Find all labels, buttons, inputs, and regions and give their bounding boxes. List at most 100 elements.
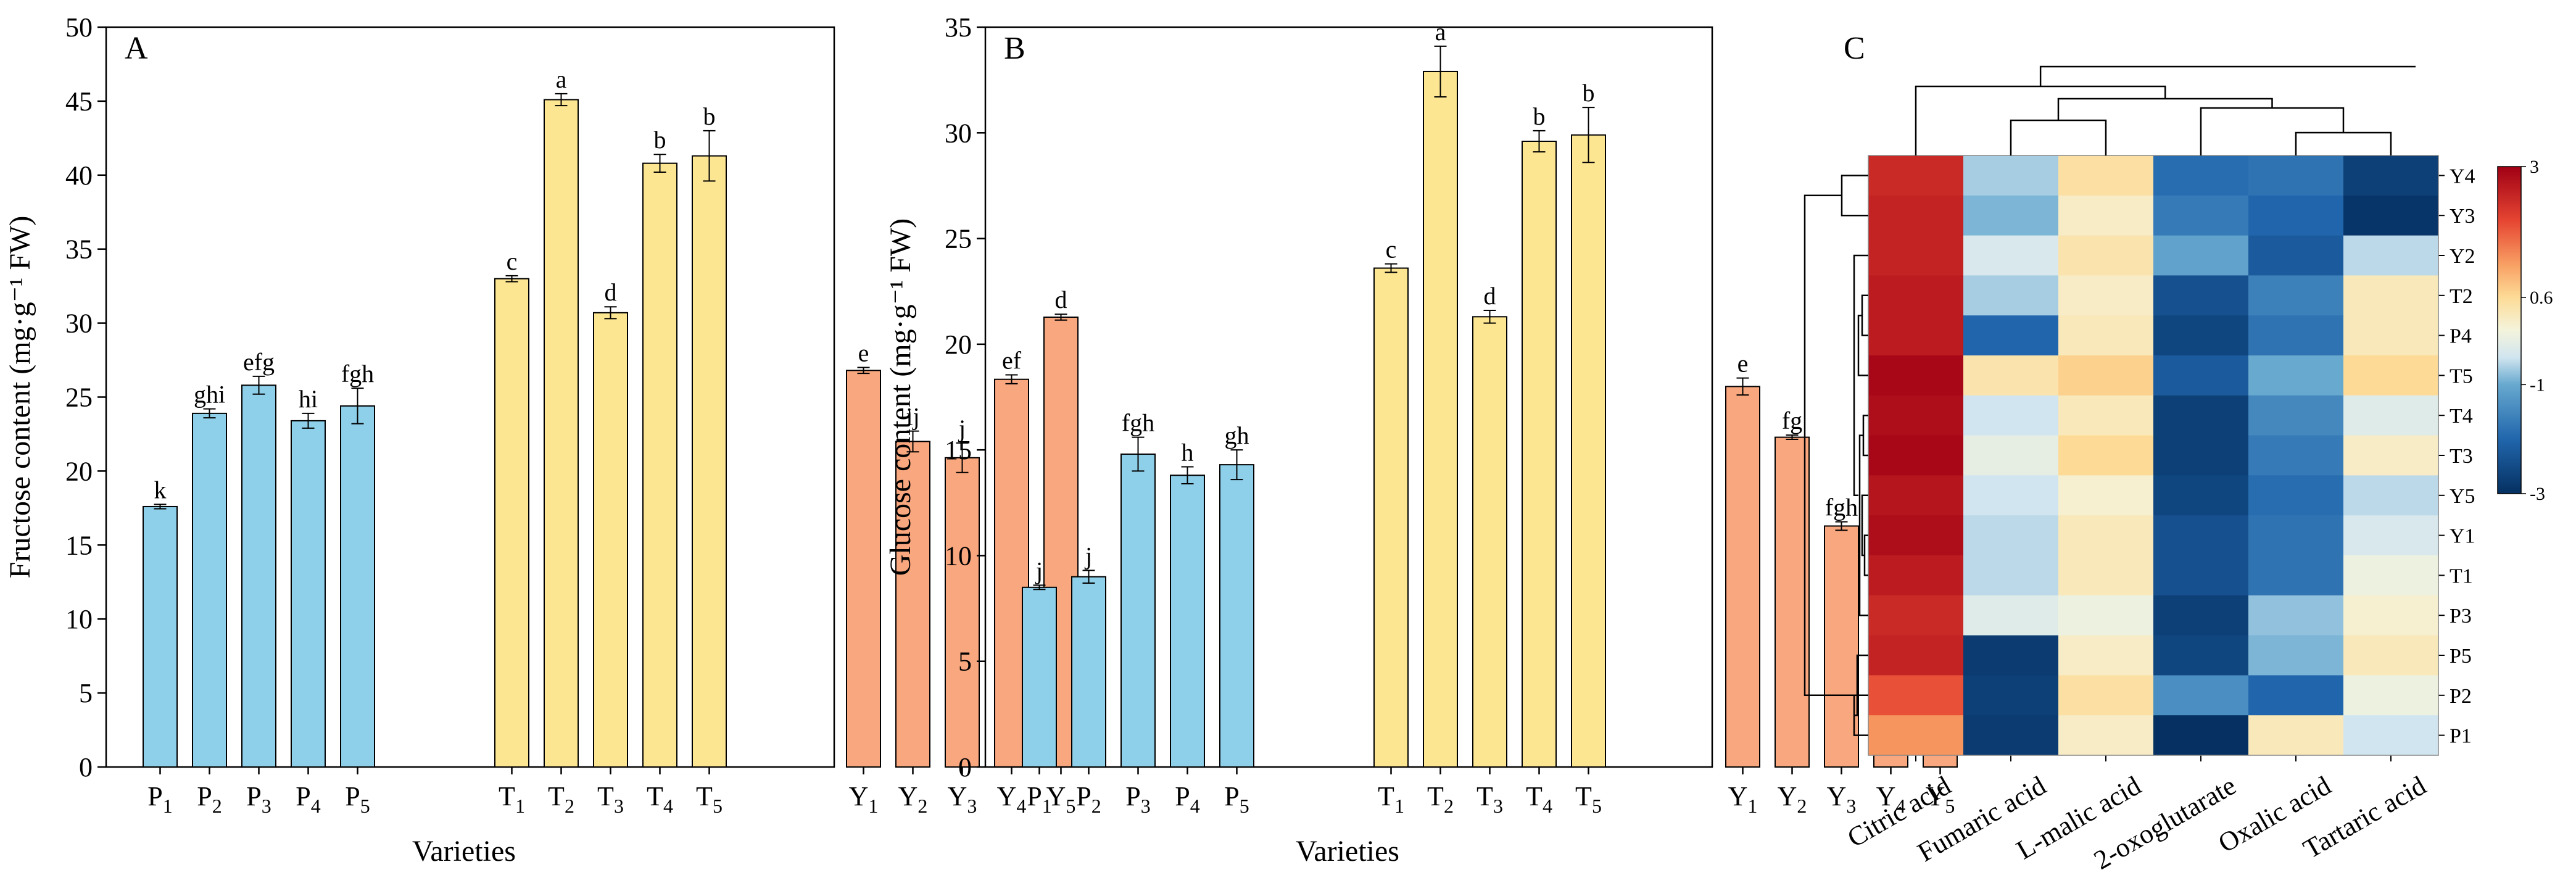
x-tick-label-base: T xyxy=(1427,781,1444,811)
heatmap-cell xyxy=(1868,675,1964,716)
heatmap-cell xyxy=(1963,675,2059,716)
heatmap-cell xyxy=(2343,395,2439,436)
significance-label: ij xyxy=(906,403,919,431)
x-tick-label: Y1 xyxy=(1728,781,1758,817)
x-tick-label-sub: 4 xyxy=(663,795,673,817)
x-tick-label-base: T xyxy=(647,781,663,811)
heatmap-cell xyxy=(1963,195,2059,236)
bar xyxy=(1571,134,1606,768)
heatmap-cell xyxy=(1868,235,1964,276)
heatmap-cell xyxy=(1963,715,2059,756)
heatmap-cell xyxy=(1963,435,2059,476)
heatmap-cell xyxy=(2248,155,2344,196)
bar xyxy=(241,384,276,768)
heatmap-cell xyxy=(1963,515,2059,556)
y-tick-label: 15 xyxy=(65,530,93,560)
x-tick-label-base: Y xyxy=(997,781,1017,811)
heatmap-cell xyxy=(2058,435,2154,476)
y-tick-label: 50 xyxy=(65,12,93,43)
x-tick-label-base: T xyxy=(597,781,614,811)
x-tick-label: T3 xyxy=(1476,781,1503,817)
heatmap-cell xyxy=(2058,155,2154,196)
colorbar xyxy=(2497,166,2522,494)
significance-label: d xyxy=(1055,286,1067,313)
y-tick-label: 10 xyxy=(945,541,972,571)
x-tick-label: Y2 xyxy=(898,781,928,817)
heatmap-cell xyxy=(1868,275,1964,316)
x-tick-label: T1 xyxy=(1378,781,1404,817)
bar xyxy=(1472,316,1507,768)
x-tick-label-sub: 3 xyxy=(1141,795,1151,817)
y-tick-label: 25 xyxy=(945,224,972,254)
bar xyxy=(1775,436,1810,768)
x-tick-label: T1 xyxy=(499,781,525,817)
x-tick-label-sub: 1 xyxy=(868,795,878,817)
row-dendrogram-branch xyxy=(1858,434,1868,616)
x-tick-label-sub: 5 xyxy=(1066,795,1075,817)
row-label: T3 xyxy=(2450,445,2473,468)
significance-label: efg xyxy=(243,348,275,376)
heatmap-cell xyxy=(2248,515,2344,556)
heatmap-cell xyxy=(2153,155,2249,196)
heatmap-cell xyxy=(2058,395,2154,436)
bar xyxy=(544,99,579,768)
heatmap-cell xyxy=(2153,275,2249,316)
row-dendrogram-branch xyxy=(1857,314,1868,376)
bar xyxy=(494,278,529,768)
significance-label: c xyxy=(507,247,518,275)
heatmap-cell xyxy=(1868,475,1964,516)
heatmap-cell xyxy=(2058,675,2154,716)
x-tick-label: P4 xyxy=(1175,781,1199,817)
significance-label: fgh xyxy=(1825,494,1858,521)
x-tick-label-base: P xyxy=(1125,781,1140,811)
x-tick-label-sub: 1 xyxy=(515,795,525,817)
heatmap-cell xyxy=(1963,155,2059,196)
bar xyxy=(846,370,881,768)
heatmap-cell xyxy=(1868,555,1964,596)
heatmap-cell xyxy=(2248,315,2344,356)
heatmap-cell xyxy=(1868,315,1964,356)
heatmap-cell xyxy=(2248,675,2344,716)
heatmap-cell xyxy=(2058,555,2154,596)
heatmap-cell xyxy=(2343,475,2439,516)
bar xyxy=(1423,70,1458,768)
heatmap-cell xyxy=(2343,635,2439,676)
significance-label: j xyxy=(1035,557,1043,584)
bar xyxy=(143,505,178,768)
x-tick-label-base: T xyxy=(696,781,713,811)
heatmap-cell xyxy=(2058,635,2154,676)
heatmap-cell xyxy=(2153,355,2249,396)
x-tick-label-sub: 5 xyxy=(360,795,370,817)
x-tick-label: T5 xyxy=(696,781,723,817)
bar xyxy=(1219,464,1254,768)
heatmap-cell xyxy=(2153,675,2249,716)
x-tick-label-sub: 2 xyxy=(1091,795,1101,817)
significance-label: k xyxy=(154,476,167,504)
heatmap-cell xyxy=(1963,355,2059,396)
heatmap-cell xyxy=(2153,195,2249,236)
row-dendrogram-branch xyxy=(1841,175,1868,217)
heatmap-cell xyxy=(2343,235,2439,276)
row-label: T4 xyxy=(2450,405,2473,428)
significance-label: a xyxy=(1435,18,1446,46)
row-dendrogram-branch xyxy=(1861,294,1868,336)
bar xyxy=(291,420,326,768)
bar xyxy=(945,457,980,768)
row-label: Y5 xyxy=(2450,485,2475,508)
row-label: P5 xyxy=(2450,645,2472,668)
colorbar-tick-label: -1 xyxy=(2530,375,2545,395)
x-tick-label: T5 xyxy=(1575,781,1602,817)
heatmap-cell xyxy=(2343,675,2439,716)
heatmap-cell xyxy=(2058,195,2154,236)
heatmap-cell xyxy=(2343,555,2439,596)
heatmap-cell xyxy=(2343,355,2439,396)
x-tick-label-base: P xyxy=(1027,781,1042,811)
x-tick-label: Y5 xyxy=(1926,781,1955,817)
heatmap-cell xyxy=(1868,355,1964,396)
significance-label: fg xyxy=(1782,407,1802,434)
y-axis-title: Glucose content (mg·g⁻¹ FW) xyxy=(884,218,917,576)
x-tick-label-sub: 3 xyxy=(262,795,271,817)
heatmap-cell xyxy=(1868,155,1964,196)
x-tick-label-base: P xyxy=(1076,781,1091,811)
